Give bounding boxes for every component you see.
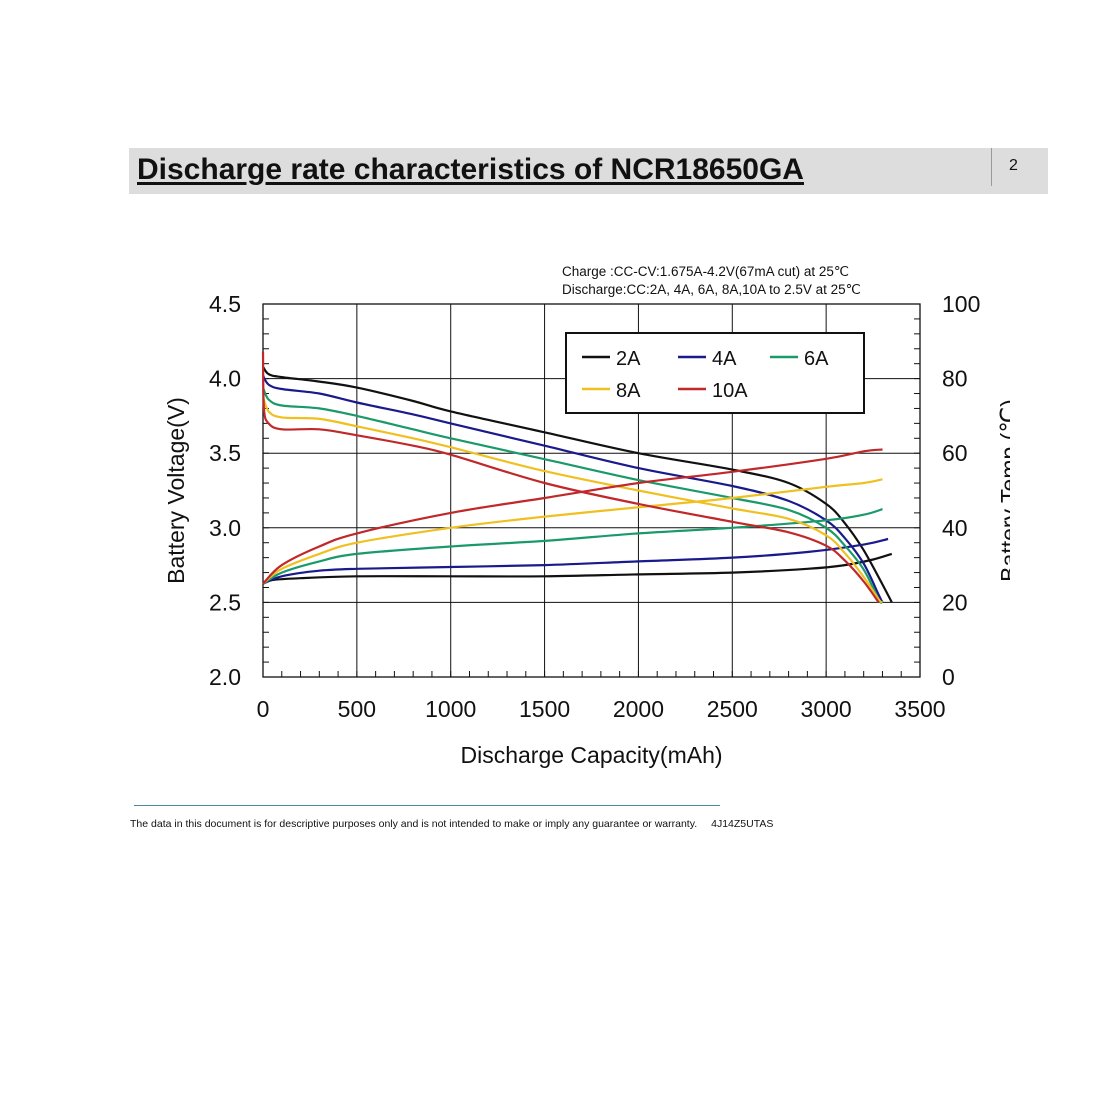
footer-disclaimer: The data in this document is for descrip… [130,818,698,830]
y-tick-label: 3.5 [209,440,241,466]
y2-tick-label: 0 [942,664,955,690]
x-tick-label: 1000 [425,696,476,722]
x-tick-label: 2500 [707,696,758,722]
temperature-curve-4A [262,537,889,585]
y-tick-label: 2.0 [209,664,241,690]
charge-condition-note: Charge :CC-CV:1.675A-4.2V(67mA cut) at 2… [562,264,849,279]
temperature-curve-6A [262,508,883,585]
temperature-curve-10A [262,448,883,585]
x-axis-label: Discharge Capacity(mAh) [460,742,722,768]
y2-tick-labels: 0 20 40 60 80 100 [942,291,980,690]
temperature-curve-8A [262,478,883,585]
x-tick-label: 0 [257,696,270,722]
voltage-curve-2A [262,366,893,603]
footer: The data in this document is for descrip… [130,818,773,830]
y-axis-label: Battery Voltage(V) [163,397,189,584]
legend-label-2A: 2A [616,348,641,370]
y2-tick-label: 40 [942,515,968,541]
legend-label-4A: 4A [712,348,737,370]
temperature-curve-2A [262,552,893,585]
y2-tick-label: 100 [942,291,980,317]
chart-legend: 2A 4A 6A 8A 10A [565,332,865,414]
y-tick-label: 4.5 [209,291,241,317]
x-tick-label: 3500 [894,696,945,722]
chart-curves [261,351,893,604]
chart-minor-ticks [262,303,921,678]
y2-tick-label: 20 [942,589,968,615]
legend-label-8A: 8A [616,380,641,402]
legend-box [565,332,865,414]
voltage-curve-10A [261,351,880,604]
footer-code: 4J14Z5UTAS [711,818,774,830]
x-tick-label: 2000 [613,696,664,722]
y2-axis-label: Battery Temp.(℃) [996,399,1010,582]
x-tick-label: 500 [338,696,376,722]
x-tick-label: 3000 [801,696,852,722]
plot-frame [262,303,921,678]
legend-label-10A: 10A [712,380,748,402]
x-tick-label: 1500 [519,696,570,722]
footer-rule [134,805,720,806]
y-tick-label: 2.5 [209,589,241,615]
y-tick-label: 3.0 [209,515,241,541]
page-number: 2 [1009,157,1018,174]
discharge-condition-note: Discharge:CC:2A, 4A, 6A, 8A,10A to 2.5V … [562,282,861,297]
page-header: Discharge rate characteristics of NCR186… [129,148,1048,194]
header-divider [991,148,992,186]
y-tick-label: 4.0 [209,366,241,392]
voltage-curve-6A [261,387,884,604]
y2-tick-label: 80 [942,366,968,392]
page-title: Discharge rate characteristics of NCR186… [137,153,804,186]
legend-label-6A: 6A [804,348,829,370]
discharge-chart: 0 500 1000 1500 2000 2500 3000 3500 2.02.53.03.… [163,264,1010,768]
voltage-curve-8A [261,396,884,604]
y2-tick-label: 60 [942,440,968,466]
y-tick-labels: 2.0 2.5 3.0 3.5 4.0 4.5 [209,291,241,690]
x-tick-labels: 0 500 1000 1500 2000 2500 3000 3500 [257,696,946,722]
